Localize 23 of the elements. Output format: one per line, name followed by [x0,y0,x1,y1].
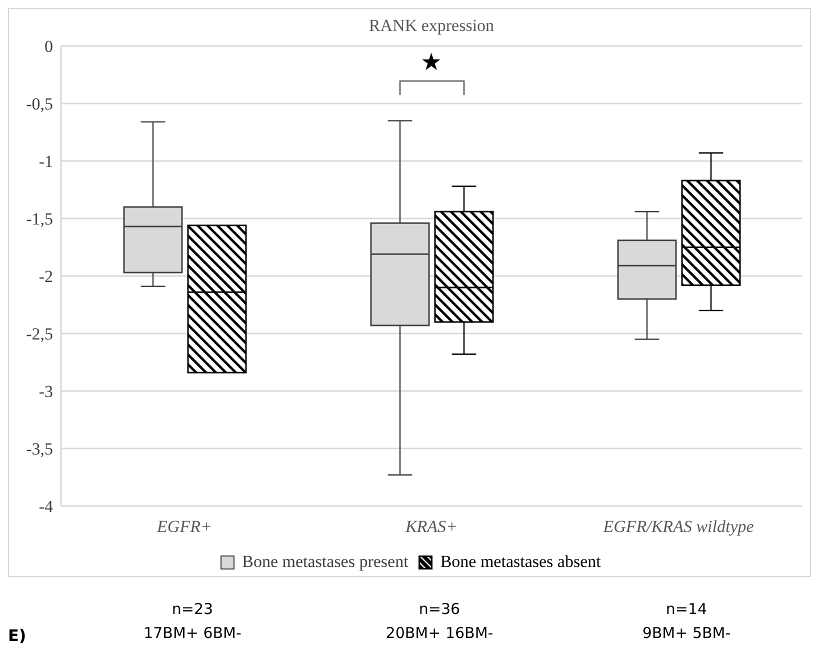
y-tick-label: -0,5 [26,94,53,114]
text: 20BM+ 16BM- [384,624,494,642]
text: n=14 [664,600,708,618]
y-tick-label: -1 [38,152,53,172]
y-tick-label: -1,5 [26,210,53,229]
y-tick-label: -4 [38,497,54,516]
y-tick-label: -2,5 [26,324,53,344]
y-tick-label: 0 [44,37,53,56]
text: E) [8,626,26,645]
x-tick-label: KRAS+ [404,517,458,536]
annotation: ★ [420,49,444,77]
text: n=23 [170,600,214,618]
x-tick-label: EGFR+ [156,517,212,536]
text: 17BM+ 6BM- [142,624,242,642]
y-tick-label: -2 [38,267,53,286]
x-tick-label: EGFR/KRAS wildtype [602,517,754,536]
text: n=36 [418,600,462,618]
chart-title: RANK expression [368,16,496,36]
text: 9BM+ 5BM- [641,624,732,642]
y-tick-label: -3,5 [26,440,53,459]
y-tick-label: -3 [38,382,53,402]
legend-label: Bone metastases present [242,552,408,572]
text: Bone metastases absent [440,552,601,572]
